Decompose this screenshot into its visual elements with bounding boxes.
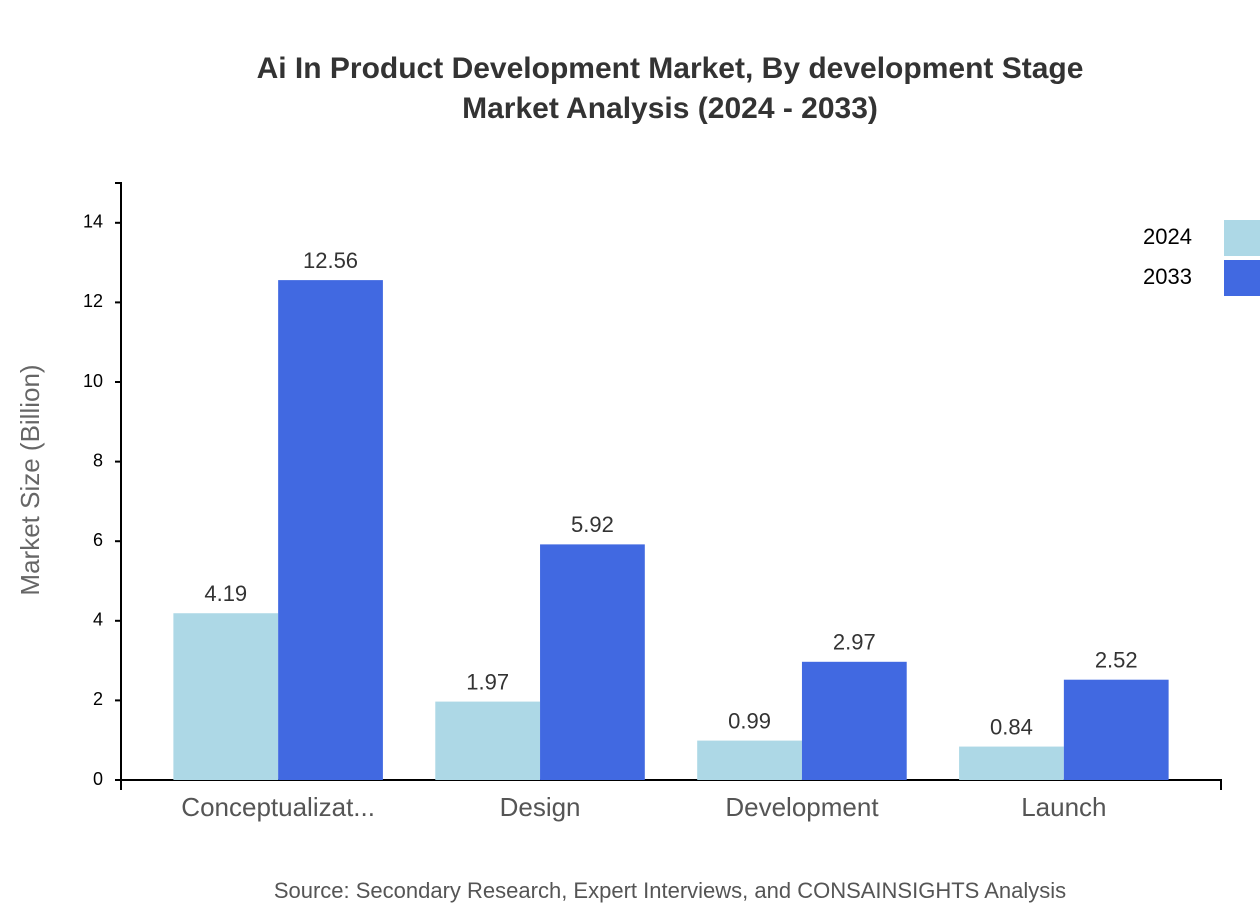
value-label: 5.92 bbox=[571, 512, 614, 537]
y-tick-label: 6 bbox=[93, 530, 103, 550]
value-label: 2.52 bbox=[1095, 648, 1138, 673]
bar bbox=[801, 661, 907, 780]
y-axis bbox=[115, 182, 122, 781]
y-tick-label: 10 bbox=[83, 371, 103, 391]
bar bbox=[959, 746, 1064, 780]
value-label: 2.97 bbox=[833, 630, 876, 655]
x-tick-label: Conceptualizat... bbox=[181, 792, 375, 822]
y-tick-label: 0 bbox=[93, 769, 103, 789]
y-axis-label: Market Size (Billion) bbox=[15, 364, 45, 595]
x-tick-label: Design bbox=[500, 792, 581, 822]
source-note: Source: Secondary Research, Expert Inter… bbox=[274, 878, 1066, 903]
chart-title: Ai In Product Development Market, By dev… bbox=[257, 52, 1084, 85]
value-label: 12.56 bbox=[303, 248, 358, 273]
y-tick-label: 14 bbox=[83, 212, 103, 232]
value-label: 4.19 bbox=[204, 581, 247, 606]
bar bbox=[173, 613, 279, 780]
chart-title: Market Analysis (2024 - 2033) bbox=[462, 92, 878, 125]
y-tick-label: 12 bbox=[83, 291, 103, 311]
legend-swatch bbox=[1224, 220, 1260, 256]
x-tick-label: Development bbox=[725, 792, 879, 822]
bar bbox=[278, 280, 383, 780]
y-tick-label: 2 bbox=[93, 689, 103, 709]
bar bbox=[435, 701, 541, 780]
y-tick-label: 8 bbox=[93, 450, 103, 470]
value-label: 0.84 bbox=[990, 714, 1033, 739]
value-label: 1.97 bbox=[466, 669, 509, 694]
legend-label: 2024 bbox=[1143, 224, 1192, 249]
bar bbox=[1063, 679, 1169, 780]
x-axis bbox=[120, 779, 1222, 790]
legend-label: 2033 bbox=[1143, 264, 1192, 289]
bar bbox=[540, 544, 645, 780]
x-tick-label: Launch bbox=[1021, 792, 1106, 822]
bar bbox=[697, 740, 802, 780]
y-tick-label: 4 bbox=[93, 610, 103, 630]
legend-swatch bbox=[1224, 260, 1260, 296]
value-label: 0.99 bbox=[728, 708, 771, 733]
